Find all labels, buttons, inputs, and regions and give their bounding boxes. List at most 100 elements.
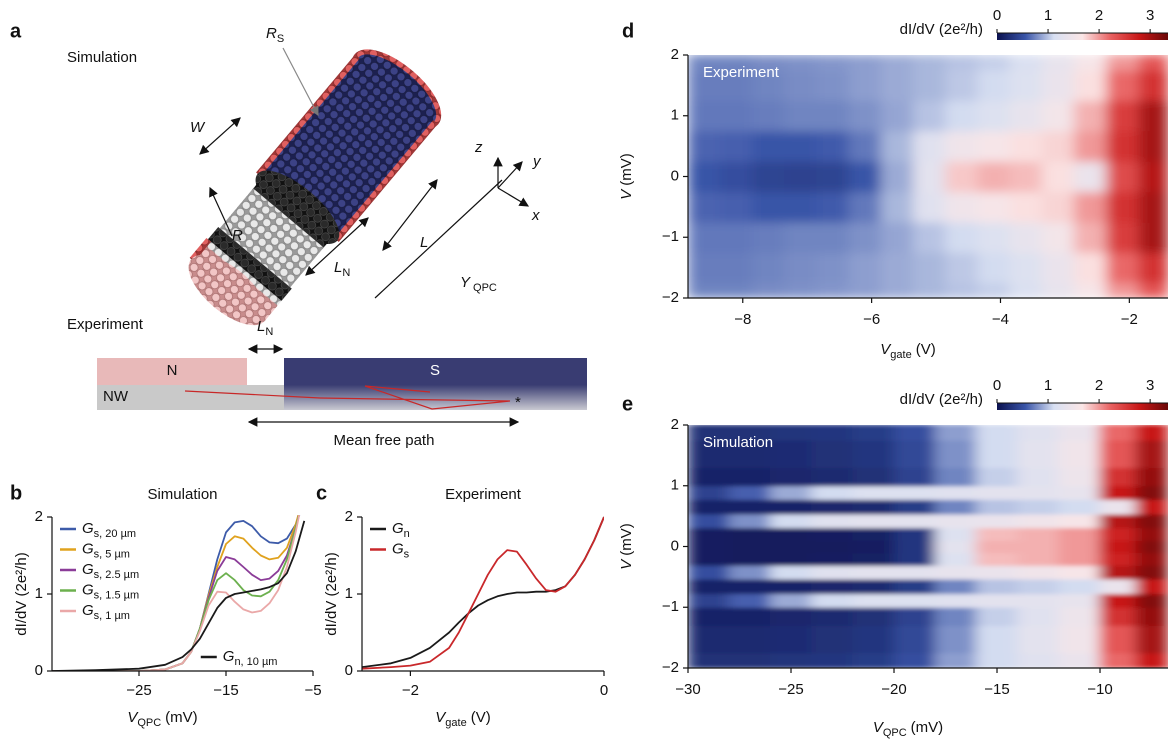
heatmap-cell <box>848 251 882 284</box>
heatmap-cell <box>769 485 813 500</box>
heatmap-cell <box>1099 578 1137 595</box>
heatmap-cell <box>880 251 915 284</box>
heatmap-cell <box>934 564 977 580</box>
heatmap-cell <box>1138 130 1168 162</box>
heatmap-cell <box>688 130 721 162</box>
heatmap-cell <box>811 624 854 654</box>
heatmap-cell <box>1099 593 1137 608</box>
y-tick-label: 2 <box>671 416 679 433</box>
heatmap-cell <box>1058 593 1101 608</box>
heatmap-cell <box>945 55 979 71</box>
y-tick-label: −2 <box>662 289 679 306</box>
series-line <box>52 515 301 671</box>
heatmap-cell <box>893 498 936 515</box>
heatmap-cell <box>893 539 936 554</box>
heatmap-cell <box>1017 606 1060 626</box>
heatmap-cell <box>811 439 854 469</box>
star: * <box>515 394 521 411</box>
heatmap-cell <box>913 191 947 223</box>
heatmap-cell <box>934 527 977 541</box>
colorbar-tick-label: 3 <box>1146 377 1154 394</box>
heatmap-cell <box>1041 69 1076 102</box>
heatmap-cell <box>852 606 895 626</box>
heatmap-cell <box>1009 100 1043 132</box>
heatmap-cell <box>934 467 977 487</box>
heatmap-cell <box>784 100 818 132</box>
heatmap-cell <box>1009 191 1043 223</box>
heatmap-cell <box>816 130 850 162</box>
heatmap-cell <box>975 485 1019 500</box>
heatmap-cell <box>913 69 947 102</box>
heatmap-cell <box>893 513 936 529</box>
normal-lead <box>97 358 247 385</box>
superconductor <box>284 358 587 385</box>
heatmap-cell <box>811 498 854 515</box>
heatmap-cell <box>1017 564 1060 580</box>
heatmap-cell <box>934 652 977 668</box>
y-tick-label: 1 <box>671 477 679 494</box>
heatmap-cell <box>1058 527 1101 541</box>
heatmap-cell <box>1009 282 1043 298</box>
heatmap-cell <box>728 467 771 487</box>
heatmap-cell <box>1099 467 1137 487</box>
heatmap-cell <box>688 439 730 469</box>
heatmap-cell <box>688 552 730 566</box>
heatmap-cell <box>1041 160 1076 193</box>
heatmap-cell <box>769 498 813 515</box>
x-tick-label: −15 <box>984 681 1009 698</box>
heatmap-cell <box>1099 606 1137 626</box>
heatmap-cell <box>913 160 947 193</box>
heatmap-cell <box>1017 552 1060 566</box>
legend-entry: Gs, 2.5 µm <box>60 561 139 581</box>
heatmap-cell <box>1041 100 1076 132</box>
schematic-title: Experiment <box>67 316 144 333</box>
heatmap-cell <box>1009 221 1043 253</box>
heatmap-cell <box>728 552 771 566</box>
heatmap-cell <box>1017 425 1060 441</box>
heatmap-cell <box>728 527 771 541</box>
heatmap-cell <box>719 100 753 132</box>
heatmap-cell <box>975 467 1019 487</box>
label: R <box>232 227 243 244</box>
heatmap-cell <box>1099 564 1137 580</box>
heatmap-cell <box>1058 467 1101 487</box>
heatmap-cell <box>688 593 730 608</box>
heatmap-cell <box>1017 513 1060 529</box>
legend-label: Gs, 2.5 µm <box>82 561 139 581</box>
axis-label: Vgate (V) <box>435 709 490 729</box>
heatmap-cell <box>975 552 1019 566</box>
heatmap-cell <box>816 251 850 284</box>
colorbar-tick-label: 0 <box>993 7 1001 24</box>
x-tick-label: −6 <box>863 311 880 328</box>
series-line <box>52 520 306 671</box>
axes: −25 −15 −5 0 1 2 VQPC (mV) dI/dV (2e²/h) <box>13 508 322 729</box>
heatmap-cell <box>719 69 753 102</box>
heatmap-cell <box>852 467 895 487</box>
heatmap-cell <box>848 282 882 298</box>
heatmap-cell <box>816 191 850 223</box>
label: W <box>190 119 206 136</box>
heatmap-cell <box>893 467 936 487</box>
heatmap-cell <box>1099 552 1137 566</box>
heatmap-cell <box>688 467 730 487</box>
heatmap-cell <box>852 485 895 500</box>
heatmap-cell <box>1017 439 1060 469</box>
heatmap-cell <box>688 513 730 529</box>
heatmap-cell <box>688 160 721 193</box>
heatmap-cell <box>852 564 895 580</box>
heatmap-cell <box>934 425 977 441</box>
heatmap-cell <box>811 606 854 626</box>
heatmap-cell <box>1041 191 1076 223</box>
heatmap-cell <box>1106 55 1140 71</box>
heatmap-cell <box>1074 130 1108 162</box>
heatmap-cell <box>945 100 979 132</box>
legend-entry: Gn, 10 µm <box>200 648 277 668</box>
heatmap-cell <box>1017 578 1060 595</box>
heatmap-cell <box>769 539 813 554</box>
heatmap-cell <box>1135 539 1168 554</box>
heatmap-cell <box>893 624 936 654</box>
y-tick-label: −1 <box>662 228 679 245</box>
heatmap-cell <box>893 652 936 668</box>
heatmap-cell <box>751 100 786 132</box>
